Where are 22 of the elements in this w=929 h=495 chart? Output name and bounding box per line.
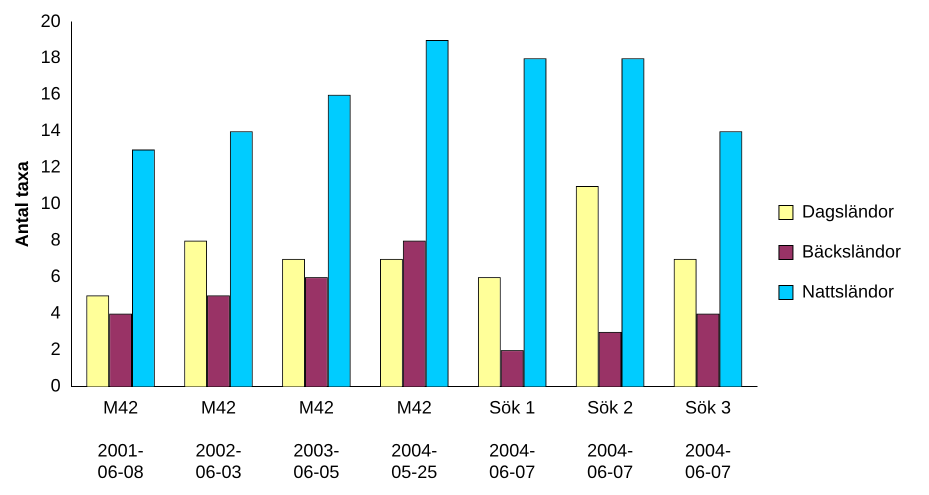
y-tick-label: 0 xyxy=(50,376,61,396)
y-tick-label: 2 xyxy=(50,339,61,360)
y-tick-label: 6 xyxy=(50,266,61,286)
category-label: Sök 1 2004-06-07 xyxy=(489,397,536,482)
legend-label: Dagsländor xyxy=(802,201,894,222)
y-tick-label: 12 xyxy=(40,156,61,177)
y-tick-label: 4 xyxy=(50,302,61,323)
y-tick-label: 14 xyxy=(40,120,61,140)
y-axis-title: Antal taxa xyxy=(12,160,32,248)
category-label: M42 2004-05-25 xyxy=(391,397,438,482)
legend-label: Nattsländor xyxy=(802,281,894,302)
y-tick-label: 18 xyxy=(40,47,61,68)
y-tick-label: 10 xyxy=(40,193,61,214)
category-label: Sök 2 2004-06-07 xyxy=(587,397,634,482)
category-label: M42 2003-06-05 xyxy=(293,397,340,482)
y-tick-label: 8 xyxy=(50,230,61,250)
legend-label: Bäcksländor xyxy=(802,241,902,262)
y-tick-label: 20 xyxy=(40,10,61,31)
category-label: M42 2002-06-03 xyxy=(195,397,242,482)
category-label: Sök 3 2004-06-07 xyxy=(684,397,732,482)
category-label: M42 2001-06-08 xyxy=(98,397,144,482)
y-tick-label: 16 xyxy=(40,84,61,104)
